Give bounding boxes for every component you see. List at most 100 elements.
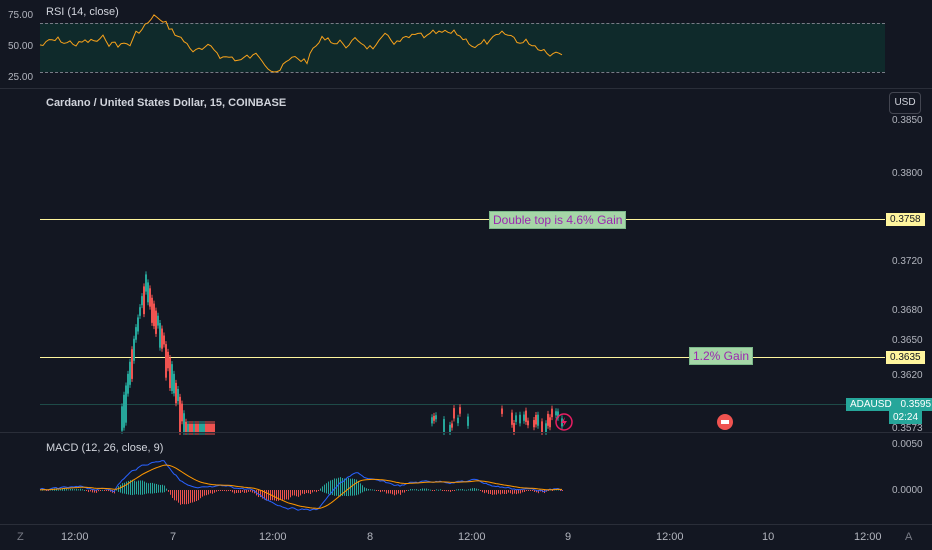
macd-bar: [512, 490, 513, 495]
annotation-double-top[interactable]: Double top is 4.6% Gain: [489, 211, 627, 229]
candle: [139, 307, 141, 316]
macd-bar: [146, 482, 147, 494]
candle: [519, 414, 521, 424]
macd-tick-high: 0.0050: [892, 439, 923, 450]
macd-bar: [88, 490, 89, 493]
annotation-gain[interactable]: 1.2% Gain: [689, 347, 754, 365]
rsi-lower-line: [40, 72, 885, 73]
candle: [527, 420, 529, 426]
candle: [195, 424, 197, 432]
macd-bar: [206, 490, 207, 496]
macd-bar: [478, 489, 479, 491]
candle: [159, 323, 161, 348]
candle: [433, 415, 435, 421]
macd-bar: [108, 490, 109, 492]
macd-bar: [536, 490, 537, 493]
macd-bar: [222, 490, 223, 491]
rsi-label: RSI (14, close): [46, 6, 119, 18]
macd-bar: [132, 479, 133, 496]
macd-bar: [386, 490, 387, 494]
macd-bar: [200, 490, 201, 499]
macd-bar: [560, 490, 561, 491]
lightning-icon[interactable]: [555, 413, 573, 431]
macd-separator[interactable]: [0, 432, 932, 433]
macd-bar: [516, 490, 517, 495]
macd-bar: [276, 490, 277, 501]
macd-bar: [456, 489, 457, 491]
symbol-tag: ADAUSD 0.3595: [846, 398, 932, 411]
candle: [193, 424, 195, 432]
macd-bar: [348, 477, 349, 497]
time-label: 12:00: [61, 531, 89, 543]
macd-bar: [410, 489, 411, 491]
candle: [207, 424, 209, 432]
rsi-upper-line: [40, 23, 885, 24]
macd-bar: [476, 488, 477, 491]
earnings-icon[interactable]: [717, 414, 733, 430]
macd-bar: [310, 490, 311, 494]
level-line-high[interactable]: [40, 219, 885, 220]
level-tag-high: 0.3758: [886, 213, 925, 226]
macd-bar: [72, 488, 73, 491]
macd-bar: [380, 490, 381, 493]
currency-button[interactable]: USD: [889, 92, 921, 114]
candle: [443, 419, 445, 432]
price-panel[interactable]: Cardano / United States Dollar, 15, COIN…: [0, 89, 932, 435]
macd-bar: [168, 490, 169, 492]
candle: [185, 421, 187, 432]
macd-bar: [286, 490, 287, 500]
macd-bar: [58, 489, 59, 491]
macd-bar: [510, 490, 511, 494]
time-label: 12:00: [259, 531, 287, 543]
macd-bar: [388, 490, 389, 494]
macd-bar: [250, 490, 251, 492]
macd-bar: [498, 490, 499, 494]
macd-bar: [102, 489, 103, 491]
candle: [205, 424, 207, 432]
macd-bar: [360, 483, 361, 494]
macd-bar: [198, 490, 199, 501]
level-tag-low: 0.3635: [886, 351, 925, 364]
macd-bar: [282, 490, 283, 500]
macd-bar: [320, 488, 321, 491]
macd-bar: [530, 490, 531, 491]
macd-bar: [150, 482, 151, 494]
macd-bar: [318, 490, 319, 491]
macd-bar: [130, 480, 131, 495]
candle: [149, 288, 151, 307]
candle: [551, 408, 553, 418]
candle: [143, 286, 145, 315]
macd-bar: [140, 480, 141, 495]
rsi-separator[interactable]: [0, 88, 932, 89]
macd-bar: [260, 490, 261, 498]
macd-bar: [470, 488, 471, 491]
macd-bar: [372, 489, 373, 491]
macd-bar: [528, 490, 529, 491]
macd-bar: [246, 490, 247, 493]
macd-bar: [472, 488, 473, 491]
macd-bar: [326, 483, 327, 494]
zoom-icon[interactable]: Z: [17, 531, 24, 543]
macd-bar: [160, 484, 161, 493]
candle: [169, 357, 171, 388]
candle: [451, 423, 453, 428]
auto-scale-icon[interactable]: A: [905, 531, 913, 543]
macd-bar: [402, 490, 403, 493]
candle: [197, 424, 199, 432]
candle: [137, 317, 139, 332]
candle: [173, 373, 175, 394]
candle: [213, 424, 215, 432]
macd-bar: [418, 489, 419, 491]
macd-bar: [56, 488, 57, 491]
macd-bar: [180, 490, 181, 505]
macd-bar: [496, 490, 497, 495]
macd-bar: [266, 490, 267, 501]
price-tick: 0.3650: [892, 335, 923, 346]
macd-bar: [144, 481, 145, 495]
macd-bar: [552, 490, 553, 491]
macd-bar: [294, 490, 295, 496]
level-line-low[interactable]: [40, 357, 885, 358]
macd-bar: [178, 490, 179, 503]
macd-bar: [86, 490, 87, 491]
macd-bar: [128, 480, 129, 495]
